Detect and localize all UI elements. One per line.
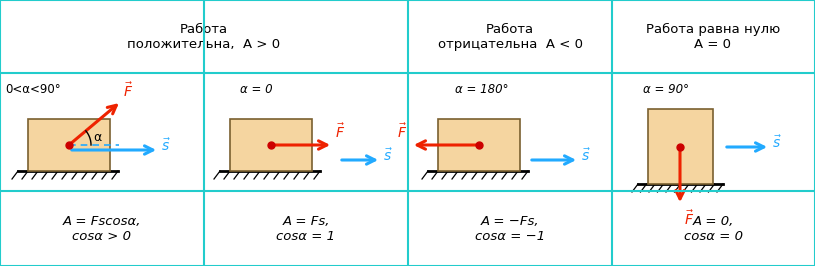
Text: $\vec{F}$: $\vec{F}$ [123, 82, 134, 100]
Text: A = Fscosα,
cosα > 0: A = Fscosα, cosα > 0 [63, 215, 141, 243]
Text: α = 90°: α = 90° [643, 83, 689, 96]
Text: Работа равна нулю
A = 0: Работа равна нулю A = 0 [645, 23, 780, 51]
Text: $\vec{s}$: $\vec{s}$ [161, 138, 171, 154]
Text: A = 0,
cosα = 0: A = 0, cosα = 0 [684, 215, 742, 243]
Text: A = −Fs,
cosα = −1: A = −Fs, cosα = −1 [475, 215, 545, 243]
Text: $\vec{s}$: $\vec{s}$ [772, 135, 782, 151]
Text: $\vec{F}$: $\vec{F}$ [335, 122, 346, 141]
Text: A = Fs,
cosα = 1: A = Fs, cosα = 1 [276, 215, 336, 243]
Text: α: α [93, 131, 101, 144]
Bar [648, 109, 713, 184]
Text: Работа
положительна,  A > 0: Работа положительна, A > 0 [127, 23, 280, 51]
Text: Работа
отрицательна  A < 0: Работа отрицательна A < 0 [438, 23, 583, 51]
Text: $\vec{F}$: $\vec{F}$ [397, 122, 408, 141]
Text: $\vec{s}$: $\vec{s}$ [383, 148, 393, 164]
Text: α = 180°: α = 180° [455, 83, 509, 96]
Bar [438, 119, 520, 171]
Text: α = 0: α = 0 [240, 83, 273, 96]
Bar [230, 119, 312, 171]
Text: $\vec{F}$: $\vec{F}$ [684, 209, 694, 228]
Bar [28, 119, 110, 171]
Text: $\vec{s}$: $\vec{s}$ [581, 148, 591, 164]
Text: 0<α<90°: 0<α<90° [5, 83, 60, 96]
